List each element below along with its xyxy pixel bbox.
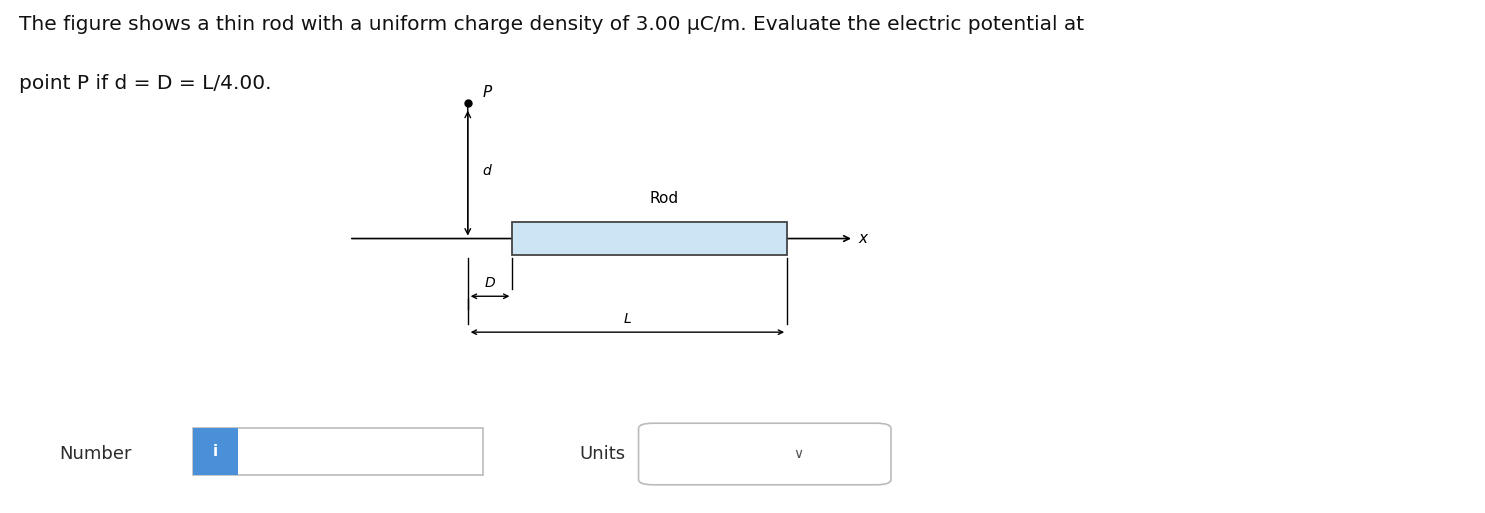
Text: Number: Number [59,445,132,463]
Text: ∨: ∨ [793,447,803,461]
Text: i: i [212,444,218,459]
Text: The figure shows a thin rod with a uniform charge density of 3.00 μC/m. Evaluate: The figure shows a thin rod with a unifo… [19,15,1084,34]
Text: d: d [483,164,492,177]
Text: Units: Units [579,445,625,463]
Text: x: x [858,231,867,246]
Bar [193,428,483,475]
Text: L: L [624,312,631,326]
Text: P: P [483,85,492,100]
Text: point P if d = D = L/4.00.: point P if d = D = L/4.00. [19,74,272,93]
Text: Rod: Rod [650,191,679,206]
Text: D: D [484,276,496,290]
Bar [512,222,787,255]
Bar [193,428,238,475]
FancyBboxPatch shape [639,423,891,485]
